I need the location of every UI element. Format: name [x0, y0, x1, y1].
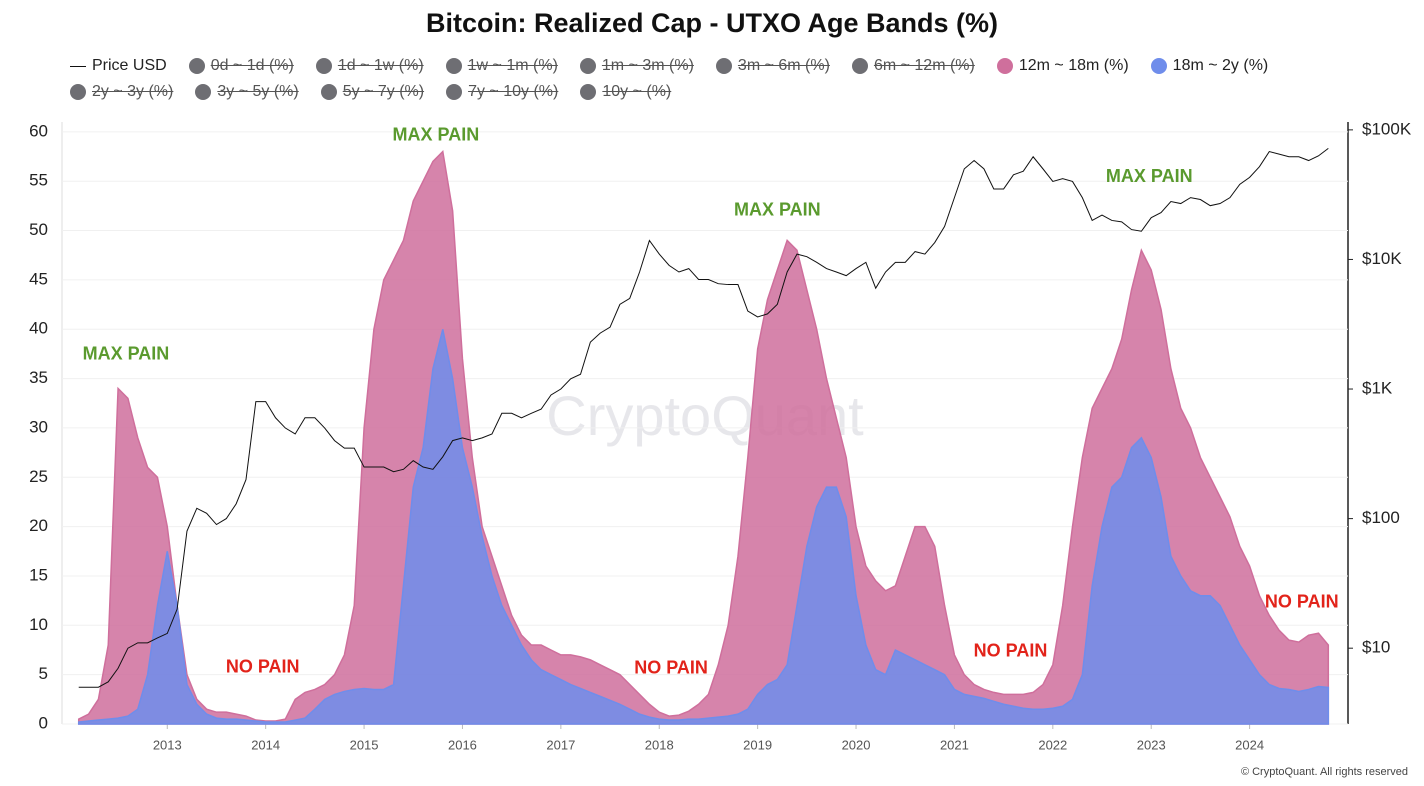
- x-tick-label: 2014: [251, 737, 280, 752]
- legend-item[interactable]: 10y ~ (%): [580, 81, 671, 103]
- legend-label: 1w ~ 1m (%): [467, 57, 558, 74]
- y-tick-label: 40: [29, 319, 48, 338]
- x-tick-label: 2022: [1038, 737, 1067, 752]
- y-tick-label: 10: [29, 615, 48, 634]
- annotation: MAX PAIN: [393, 125, 480, 145]
- legend-swatch: [446, 84, 463, 100]
- x-tick-label: 2020: [842, 737, 871, 752]
- legend-swatch: [195, 84, 212, 100]
- annotation: NO PAIN: [226, 656, 300, 676]
- y2-tick-label: $100K: [1362, 119, 1412, 138]
- legend-swatch: [996, 58, 1013, 74]
- x-tick-label: 2019: [743, 737, 772, 752]
- y2-tick-label: $100: [1362, 508, 1400, 527]
- y-tick-label: 5: [39, 664, 48, 683]
- legend-swatch: [715, 58, 732, 74]
- x-tick-label: 2018: [645, 737, 674, 752]
- legend-swatch: [1150, 58, 1167, 74]
- legend-label: 5y ~ 7y (%): [342, 83, 425, 100]
- y2-tick-label: $10K: [1362, 249, 1402, 268]
- y-tick-label: 25: [29, 467, 48, 486]
- x-tick-label: 2015: [350, 737, 379, 752]
- legend-label: 0d ~ 1d (%): [210, 57, 294, 74]
- y-tick-label: 20: [29, 516, 48, 535]
- x-tick-label: 2021: [940, 737, 969, 752]
- footer: © CryptoQuant. All rights reserved: [1241, 766, 1408, 778]
- legend-item[interactable]: 12m ~ 18m (%): [996, 55, 1129, 77]
- legend-swatch: [580, 84, 597, 100]
- annotation: MAX PAIN: [734, 200, 821, 220]
- legend-label: 2y ~ 3y (%): [92, 83, 174, 100]
- legend-item[interactable]: 0d ~ 1d (%): [188, 55, 294, 77]
- annotation: MAX PAIN: [83, 344, 170, 364]
- y-tick-label: 60: [29, 121, 48, 140]
- y-tick-label: 0: [39, 713, 48, 732]
- annotation: NO PAIN: [974, 641, 1048, 661]
- legend-label: 1m ~ 3m (%): [601, 57, 694, 74]
- legend-swatch: [188, 58, 205, 74]
- legend-swatch: [70, 65, 86, 67]
- y2-tick-label: $10: [1362, 638, 1390, 657]
- legend-label: 3y ~ 5y (%): [217, 83, 299, 100]
- legend-swatch: [320, 84, 337, 100]
- legend-item[interactable]: 6m ~ 12m (%): [851, 55, 975, 77]
- legend-label: 6m ~ 12m (%): [873, 57, 975, 74]
- y-tick-label: 55: [29, 171, 48, 190]
- y2-tick-label: $1K: [1362, 379, 1393, 398]
- y-tick-label: 50: [29, 220, 48, 239]
- legend-label: 10y ~ (%): [602, 83, 672, 100]
- legend-swatch: [315, 58, 332, 74]
- legend-item[interactable]: 1d ~ 1w (%): [315, 55, 424, 77]
- annotation: MAX PAIN: [1106, 166, 1193, 186]
- legend-label: Price USD: [92, 57, 167, 74]
- legend-item[interactable]: 3m ~ 6m (%): [715, 55, 830, 77]
- legend-label: 18m ~ 2y (%): [1172, 57, 1269, 74]
- area: [77, 150, 1330, 725]
- y-tick-label: 45: [29, 269, 48, 288]
- area: [77, 329, 1330, 725]
- annotation: NO PAIN: [634, 657, 708, 677]
- x-tick-label: 2017: [546, 737, 575, 752]
- chart-title: Bitcoin: Realized Cap - UTXO Age Bands (…: [425, 8, 999, 38]
- x-tick-label: 2023: [1137, 737, 1166, 752]
- legend-item[interactable]: 18m ~ 2y (%): [1150, 55, 1269, 77]
- legend: Price USD 0d ~ 1d (%) 1d ~ 1w (%) 1w ~ 1m (…: [70, 55, 1390, 103]
- legend-label: 3m ~ 6m (%): [737, 57, 830, 74]
- annotation: NO PAIN: [1265, 591, 1339, 611]
- legend-label: 1d ~ 1w (%): [337, 57, 424, 74]
- price-line: [78, 147, 1329, 688]
- legend-swatch: [70, 84, 86, 100]
- legend-swatch: [579, 58, 596, 74]
- y-tick-label: 35: [29, 368, 48, 387]
- x-tick-label: 2013: [153, 737, 182, 752]
- y-tick-label: 15: [29, 565, 48, 584]
- legend-swatch: [851, 58, 868, 74]
- legend-item[interactable]: 5y ~ 7y (%): [320, 81, 425, 103]
- legend-item[interactable]: 1m ~ 3m (%): [579, 55, 694, 77]
- x-tick-label: 2016: [448, 737, 477, 752]
- legend-item[interactable]: 3y ~ 5y (%): [195, 81, 299, 103]
- y-tick-label: 30: [29, 417, 48, 436]
- legend-item[interactable]: 2y ~ 3y (%): [70, 81, 173, 103]
- legend-item[interactable]: Price USD: [70, 55, 167, 77]
- legend-item[interactable]: 1w ~ 1m (%): [445, 55, 558, 77]
- legend-swatch: [445, 58, 462, 74]
- legend-item[interactable]: 7y ~ 10y (%): [446, 81, 558, 103]
- legend-label: 7y ~ 10y (%): [468, 83, 559, 100]
- legend-label: 12m ~ 18m (%): [1018, 57, 1129, 74]
- x-tick-label: 2024: [1235, 737, 1264, 752]
